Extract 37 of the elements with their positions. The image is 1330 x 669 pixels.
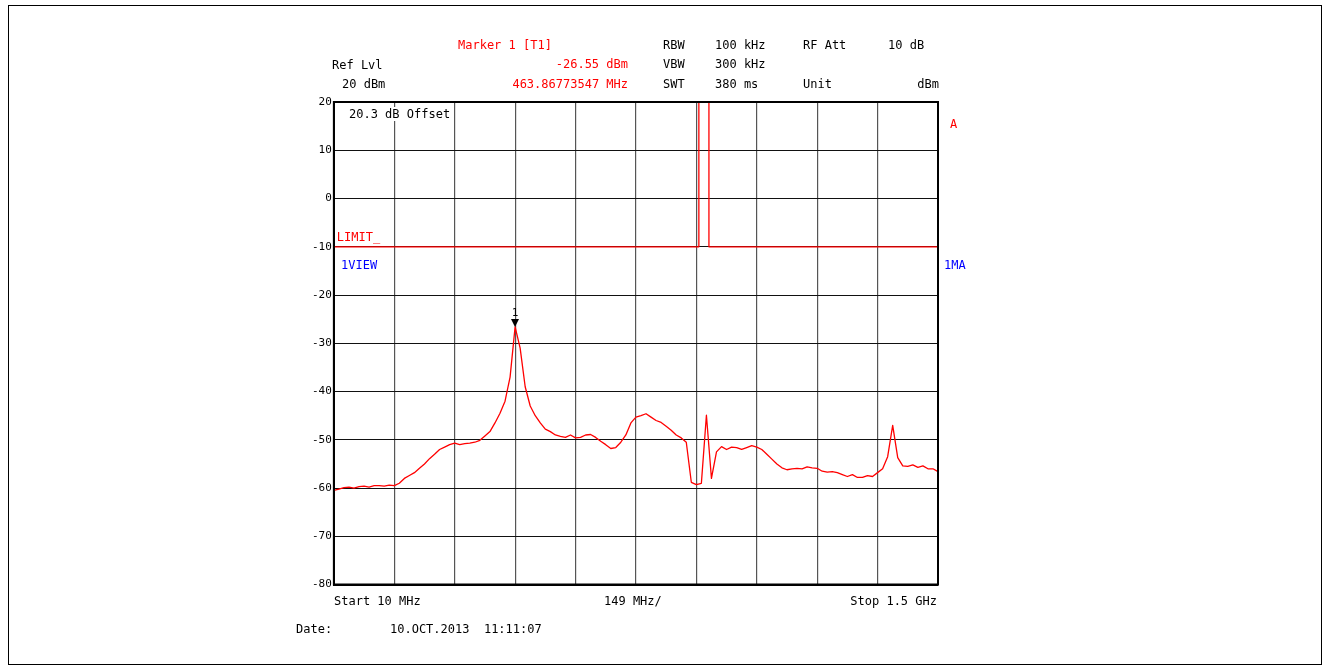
text: Date: bbox=[296, 622, 333, 636]
y-tick-label: -70 bbox=[311, 529, 332, 543]
text: -26.55 dBm bbox=[555, 57, 628, 71]
series-label: LIMIT_ bbox=[336, 229, 381, 244]
text: 300 kHz bbox=[715, 57, 766, 71]
text: 1MA bbox=[944, 258, 966, 272]
y-tick-label: -50 bbox=[311, 432, 332, 446]
annotation: 1VIEW bbox=[341, 258, 378, 272]
text: 100 kHz bbox=[715, 38, 766, 52]
y-tick-label: 0 bbox=[325, 191, 332, 205]
text: 463.86773547 MHz bbox=[512, 77, 628, 91]
text: Stop 1.5 GHz bbox=[850, 594, 937, 608]
text: 10 dB bbox=[888, 38, 925, 52]
y-tick-label: 10 bbox=[318, 143, 332, 157]
text: Unit bbox=[803, 77, 832, 91]
y-tick-label: -80 bbox=[311, 577, 332, 591]
y-tick-label: -10 bbox=[311, 239, 332, 253]
y-tick-label: -60 bbox=[311, 480, 332, 494]
annotation: 20.3 dB Offset bbox=[349, 107, 451, 121]
text: RBW bbox=[663, 38, 685, 52]
y-tick-label: -40 bbox=[311, 384, 332, 398]
y-tick-label: 20 bbox=[318, 94, 332, 108]
text: A bbox=[950, 117, 958, 131]
text: 149 MHz/ bbox=[604, 594, 662, 608]
text: Ref Lvl bbox=[332, 58, 383, 72]
text: Start 10 MHz bbox=[334, 594, 421, 608]
y-tick-label: -30 bbox=[311, 336, 332, 350]
annotation: 1 bbox=[511, 306, 519, 320]
y-tick-label: -20 bbox=[311, 287, 332, 301]
text: 10.OCT.2013 11:11:07 bbox=[390, 622, 542, 636]
text: 20 dBm bbox=[342, 77, 386, 91]
text: RF Att bbox=[803, 38, 847, 52]
text: SWT bbox=[663, 77, 685, 91]
text: VBW bbox=[663, 57, 685, 71]
text: 380 ms bbox=[715, 77, 759, 91]
text: Marker 1 [T1] bbox=[458, 38, 552, 52]
text: dBm bbox=[917, 77, 939, 91]
